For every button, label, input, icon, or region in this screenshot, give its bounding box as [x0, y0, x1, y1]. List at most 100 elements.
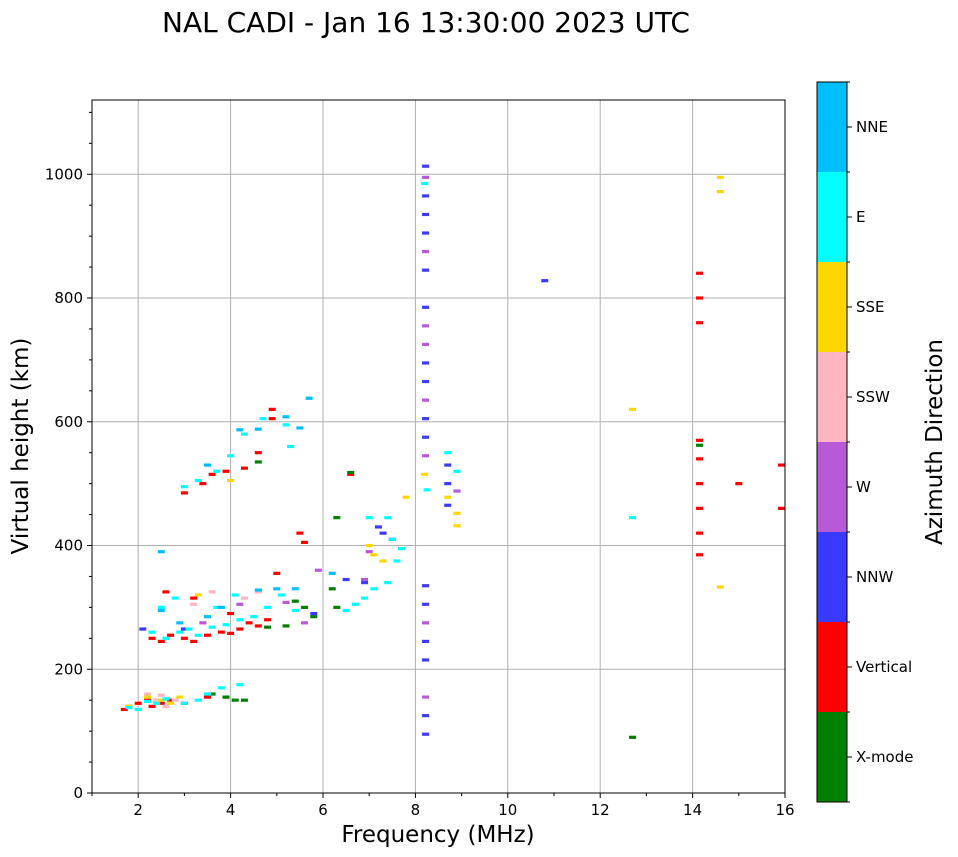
data-point-ssw — [143, 692, 151, 696]
data-point-x-mode — [231, 698, 239, 702]
data-point-nnw — [422, 714, 430, 718]
data-point-w — [365, 550, 373, 554]
data-point-nnw — [422, 305, 430, 309]
data-point-nnw — [422, 732, 430, 736]
data-point-nne — [204, 463, 211, 467]
data-point-sse — [167, 701, 175, 705]
data-point-e — [176, 630, 184, 634]
data-point-e — [213, 469, 221, 473]
data-point-e — [291, 608, 299, 613]
data-point-x-mode — [696, 443, 704, 447]
data-point-e — [217, 686, 225, 690]
data-point-vertical — [236, 627, 244, 631]
data-point-vertical — [217, 630, 225, 634]
data-point-vertical — [157, 701, 165, 705]
data-point-nne — [328, 571, 336, 575]
data-point-vertical — [696, 506, 704, 510]
data-point-nnw — [422, 417, 430, 421]
colorbar-swatch-sse — [817, 262, 847, 352]
colorbar-swatch-w — [817, 442, 847, 532]
data-point-nnw — [422, 639, 430, 644]
data-point-e — [194, 633, 202, 637]
data-point-e — [277, 593, 285, 597]
data-point-w — [453, 489, 461, 493]
data-point-w — [314, 568, 322, 572]
data-point-w — [361, 577, 369, 582]
data-point-nnw — [139, 627, 147, 631]
data-point-sse — [194, 593, 202, 597]
y-axis-ticks: 0 200 400 600 800 1000 — [45, 111, 92, 802]
data-point-vertical — [204, 695, 211, 699]
data-point-sse — [176, 695, 184, 699]
data-point-w — [422, 398, 430, 402]
data-point-vertical — [240, 466, 248, 470]
y-tick-label: 800 — [54, 289, 83, 307]
colorbar-swatch-x-mode — [817, 712, 847, 802]
data-point-e — [143, 699, 151, 704]
data-point-e — [162, 697, 170, 701]
data-point-e — [398, 546, 406, 551]
data-point-vertical — [180, 636, 188, 640]
data-point-e — [213, 605, 221, 609]
colorbar-tick-label: Vertical — [856, 658, 912, 676]
data-point-nnw — [361, 581, 369, 585]
data-point-nnw — [422, 164, 430, 168]
data-point-e — [264, 605, 272, 609]
data-point-x-mode — [208, 692, 216, 696]
data-point-vertical — [696, 438, 704, 442]
y-tick-label: 0 — [73, 784, 83, 802]
data-point-e — [204, 692, 211, 696]
data-point-e — [444, 451, 452, 455]
colorbar: X-mode Vertical NNW W SSW SSE E NNE — [816, 81, 913, 803]
data-point-vertical — [264, 618, 272, 622]
colorbar-swatch-nnw — [817, 532, 847, 622]
data-point-x-mode — [240, 698, 248, 702]
data-point-vertical — [208, 472, 216, 476]
data-point-nne — [296, 426, 304, 430]
data-point-ssw — [171, 698, 179, 702]
data-point-nnw — [422, 379, 430, 384]
x-axis-ticks: 2 4 6 8 10 12 14 16 — [91, 793, 795, 819]
x-axis-label: Frequency (MHz) — [341, 822, 534, 848]
data-point-sse — [157, 698, 165, 702]
data-point-vertical — [696, 321, 704, 325]
x-tick-label: 16 — [775, 801, 794, 819]
data-point-w — [199, 621, 207, 625]
data-point-vertical — [227, 631, 235, 635]
data-point-vertical — [148, 636, 156, 640]
data-point-x-mode — [310, 615, 318, 619]
data-point-x-mode — [291, 599, 299, 603]
data-point-sse — [227, 478, 235, 483]
data-point-e — [259, 417, 267, 421]
data-point-vertical — [696, 271, 704, 275]
colorbar-swatch-nne — [817, 82, 847, 172]
data-point-nne — [217, 605, 225, 609]
data-point-ssw — [162, 704, 170, 708]
data-point-nne — [273, 587, 281, 591]
data-point-x-mode — [254, 460, 262, 464]
data-point-sse — [365, 543, 373, 548]
data-points — [120, 164, 785, 739]
data-point-e — [384, 581, 392, 585]
data-point-vertical — [167, 698, 175, 702]
data-point-vertical — [190, 596, 198, 600]
data-point-e — [421, 181, 429, 186]
data-point-vertical — [696, 531, 704, 535]
data-point-vertical — [296, 531, 304, 535]
data-point-ssw — [190, 602, 198, 606]
colorbar-swatch-ssw — [817, 352, 847, 442]
data-point-vertical — [301, 540, 309, 545]
colorbar-swatch-e — [817, 172, 847, 262]
data-point-nne — [204, 615, 211, 619]
data-point-vertical — [190, 639, 198, 644]
data-point-vertical — [268, 417, 276, 421]
data-point-e — [236, 618, 244, 622]
data-point-e — [384, 516, 392, 520]
data-point-e — [342, 608, 350, 613]
data-point-w — [422, 621, 430, 625]
data-point-vertical — [180, 491, 188, 495]
data-point-w — [422, 695, 430, 699]
y-tick-label: 400 — [54, 537, 83, 555]
data-point-nnw — [541, 279, 549, 283]
